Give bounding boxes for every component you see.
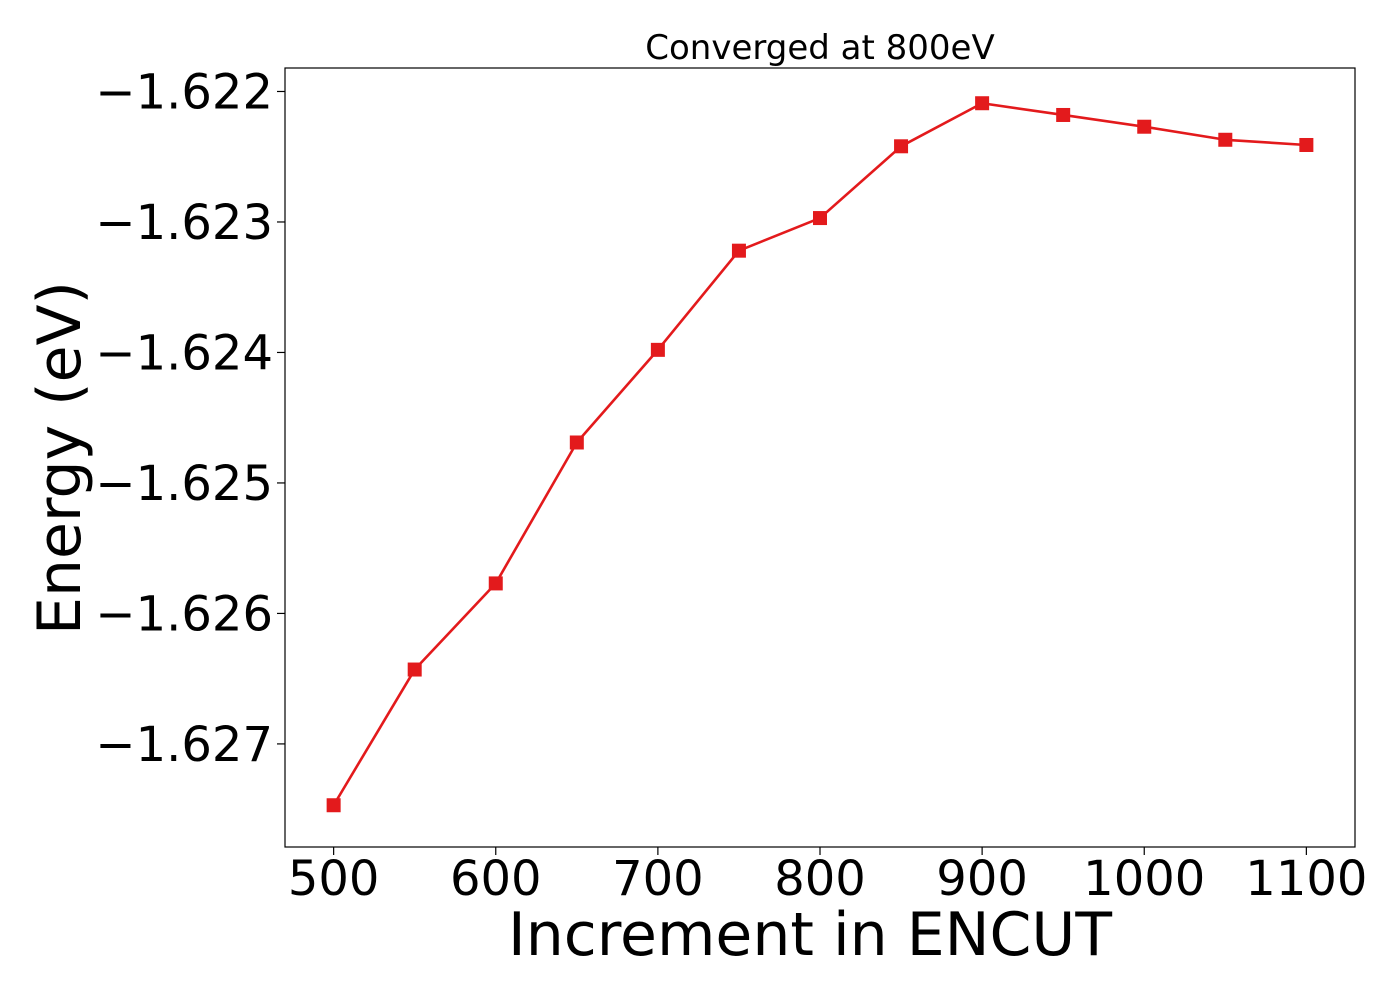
- data-point: [894, 139, 909, 154]
- x-tick-label: 500: [288, 851, 380, 907]
- x-tick-label: 1000: [1083, 851, 1205, 907]
- data-point: [407, 662, 422, 677]
- plot-area: 500 600 700 800 900 1000 1100 −1.622 −1.623 −1.62…: [95, 64, 1367, 907]
- x-tick-label: 800: [774, 851, 866, 907]
- data-point: [569, 435, 584, 450]
- data-point: [975, 96, 990, 111]
- data-point: [1056, 107, 1071, 122]
- x-tick-label: 600: [450, 851, 542, 907]
- y-tick-label: −1.625: [95, 456, 273, 512]
- x-tick-label: 900: [936, 851, 1028, 907]
- y-tick-label: −1.623: [95, 195, 273, 251]
- y-tick-label: −1.624: [95, 325, 273, 381]
- y-tick-label: −1.626: [95, 586, 273, 642]
- data-point: [1299, 137, 1314, 152]
- y-tick-label: −1.627: [95, 717, 273, 773]
- chart-title: Converged at 800eV: [645, 28, 994, 68]
- y-axis-label: Energy (eV): [25, 281, 95, 635]
- x-tick-label: 700: [612, 851, 704, 907]
- data-point: [488, 576, 503, 591]
- data-point: [1137, 119, 1152, 134]
- data-point: [1218, 132, 1233, 147]
- x-tick-label: 1100: [1245, 851, 1367, 907]
- x-axis-label: Increment in ENCUT: [508, 900, 1112, 970]
- data-point: [813, 211, 827, 226]
- data-point: [326, 798, 341, 813]
- y-tick-label: −1.622: [95, 64, 273, 120]
- data-point: [731, 243, 746, 258]
- data-point: [650, 342, 665, 357]
